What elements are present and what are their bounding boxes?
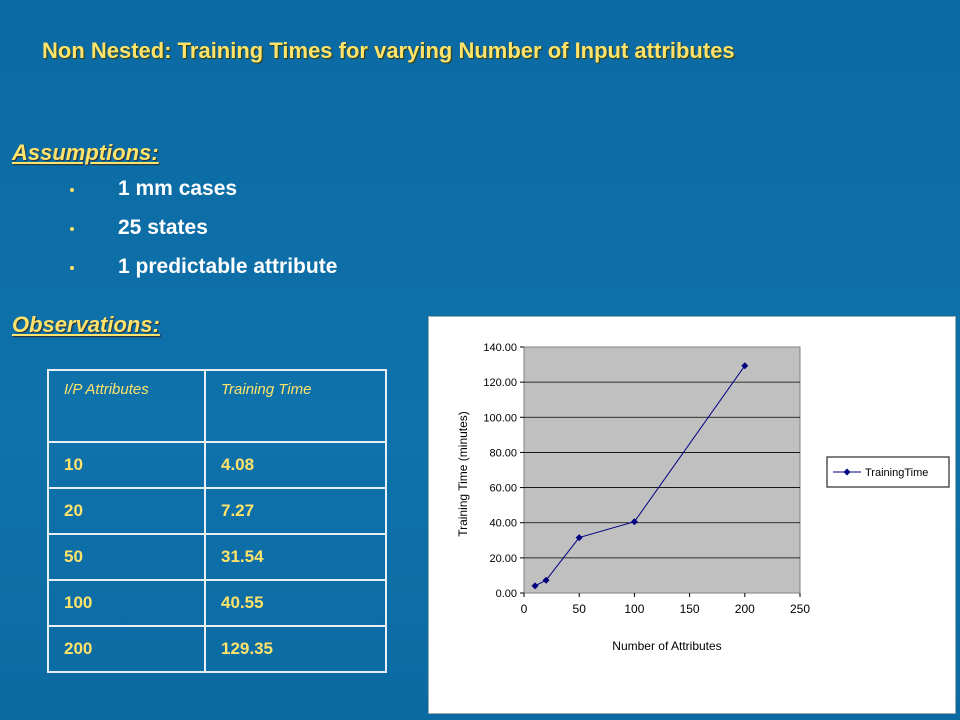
y-tick-label: 60.00 bbox=[489, 483, 517, 495]
legend-marker bbox=[843, 468, 851, 476]
chart-container: 0.00 20.00 40.00 60.00 80.00 100.00 120.00 140.… bbox=[428, 316, 956, 714]
table-row: 20 7.27 bbox=[47, 487, 387, 535]
data-point bbox=[741, 362, 749, 370]
table-row: 200 129.35 bbox=[47, 625, 387, 673]
data-point bbox=[542, 576, 550, 584]
y-tick-label: 20.00 bbox=[489, 553, 517, 565]
y-tick-label: 80.00 bbox=[489, 447, 517, 459]
table-cell: 200 bbox=[47, 625, 206, 673]
x-axis-title: Number of Attributes bbox=[612, 639, 721, 653]
x-tick-label: 0 bbox=[521, 602, 528, 616]
training-time-table: I/P Attributes Training Time 10 4.08 20 … bbox=[47, 369, 387, 673]
table-cell: 40.55 bbox=[204, 579, 387, 627]
x-tick-label: 250 bbox=[790, 602, 810, 616]
table-row: 50 31.54 bbox=[47, 533, 387, 581]
table-cell: 10 bbox=[47, 441, 206, 489]
table-row: 100 40.55 bbox=[47, 579, 387, 627]
table-cell: 129.35 bbox=[204, 625, 387, 673]
legend-label: TrainingTime bbox=[865, 467, 928, 479]
table-cell: 100 bbox=[47, 579, 206, 627]
table-cell: 31.54 bbox=[204, 533, 387, 581]
y-tick-label: 120.00 bbox=[483, 377, 517, 389]
table-cell: 50 bbox=[47, 533, 206, 581]
observations-heading: Observations: bbox=[12, 312, 160, 337]
column-header: I/P Attributes bbox=[47, 369, 206, 443]
column-header: Training Time bbox=[204, 369, 387, 443]
assumptions-heading: Assumptions: bbox=[12, 140, 159, 165]
bullet-icon bbox=[70, 227, 74, 231]
table-header-row: I/P Attributes Training Time bbox=[47, 369, 387, 443]
table-cell: 7.27 bbox=[204, 487, 387, 535]
x-tick-label: 200 bbox=[735, 602, 755, 616]
x-tick-label: 50 bbox=[573, 602, 587, 616]
table-cell: 4.08 bbox=[204, 441, 387, 489]
y-tick-label: 140.00 bbox=[483, 342, 517, 354]
y-axis-title: Training Time (minutes) bbox=[456, 411, 470, 537]
data-point bbox=[575, 534, 583, 542]
bullet-icon bbox=[70, 266, 74, 270]
table-row: 10 4.08 bbox=[47, 441, 387, 489]
x-tick-label: 150 bbox=[680, 602, 700, 616]
x-tick-label: 100 bbox=[624, 602, 644, 616]
plot-area bbox=[523, 346, 801, 594]
data-point bbox=[630, 518, 638, 526]
data-point bbox=[531, 582, 539, 590]
table-cell: 20 bbox=[47, 487, 206, 535]
y-tick-label: 40.00 bbox=[489, 518, 517, 530]
y-tick-label: 0.00 bbox=[496, 588, 517, 600]
slide-title: Non Nested: Training Times for varying N… bbox=[42, 38, 735, 63]
y-tick-label: 100.00 bbox=[483, 412, 517, 424]
training-time-chart: 0.00 20.00 40.00 60.00 80.00 100.00 120.00 140.… bbox=[456, 342, 950, 653]
bullet-icon bbox=[70, 188, 74, 192]
